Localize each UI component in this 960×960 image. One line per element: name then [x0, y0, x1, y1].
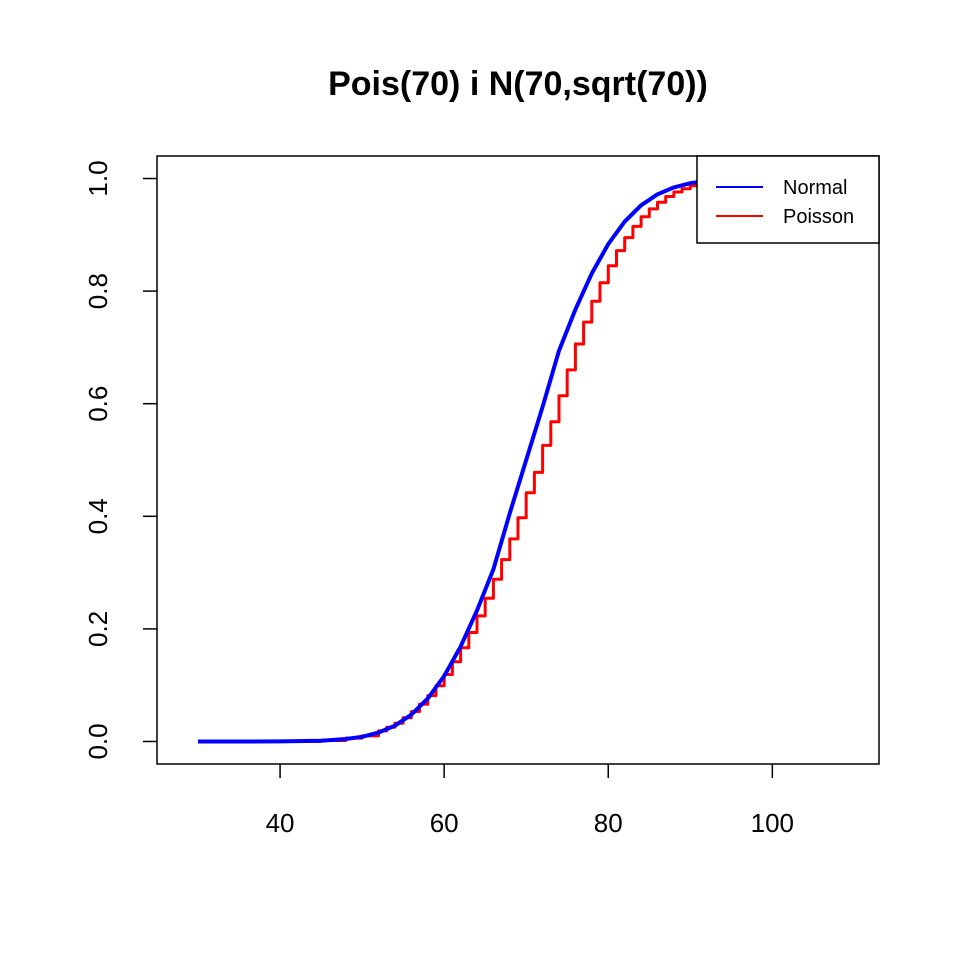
legend-label-normal: Normal: [783, 177, 847, 199]
x-tick-label: 80: [594, 808, 623, 838]
chart-title: Pois(70) i N(70,sqrt(70)): [328, 65, 708, 103]
x-tick-label: 100: [751, 808, 794, 838]
legend: Normal Poisson: [696, 155, 880, 244]
legend-box: [696, 155, 880, 244]
plot-frame: [156, 155, 880, 765]
y-tick-label: 0.8: [83, 273, 113, 309]
x-tick-label: 40: [266, 808, 295, 838]
y-tick-label: 0.2: [83, 611, 113, 647]
legend-label-poisson: Poisson: [783, 206, 854, 228]
y-tick-label: 0.6: [83, 386, 113, 422]
y-tick-label: 0.0: [83, 723, 113, 759]
series-normal-line: [198, 178, 707, 744]
y-tick-label: 1.0: [83, 160, 113, 196]
axes: 40 60 80 100 0.0 0.2 0.4 0.6 0.8 1.0: [83, 155, 880, 838]
y-tick-label: 0.4: [83, 498, 113, 534]
x-tick-label: 60: [430, 808, 459, 838]
plot-area: [198, 178, 709, 744]
